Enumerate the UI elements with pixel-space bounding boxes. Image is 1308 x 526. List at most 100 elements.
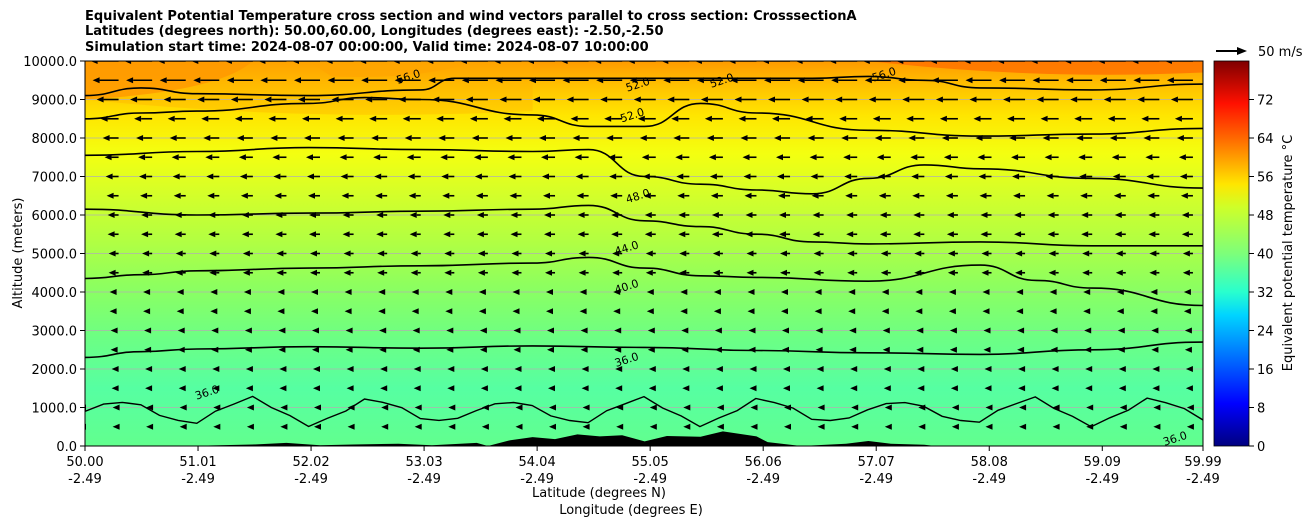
wind-vector-head bbox=[514, 366, 522, 372]
wind-vector-head bbox=[173, 192, 181, 199]
wind-vector-head bbox=[637, 115, 645, 122]
wind-vector-head bbox=[546, 308, 553, 315]
wind-vector-head bbox=[402, 115, 410, 122]
wind-vector-head bbox=[917, 385, 925, 392]
wind-vector-head bbox=[646, 289, 654, 295]
wind-vector-head bbox=[412, 346, 420, 353]
wind-vector-head bbox=[1145, 154, 1153, 161]
wind-vector-head bbox=[335, 115, 343, 122]
wind-vector-head bbox=[944, 173, 952, 180]
wind-vector-head bbox=[809, 154, 817, 161]
wind-vector-head bbox=[743, 173, 751, 180]
wind-vector-head bbox=[206, 173, 214, 180]
wind-vector-head bbox=[781, 289, 788, 295]
wind-vector-head bbox=[975, 135, 983, 141]
wind-vector-head bbox=[648, 385, 656, 392]
wind-vector-head bbox=[774, 135, 781, 141]
wind-vector-head bbox=[841, 135, 849, 141]
wind-vector-head bbox=[179, 423, 187, 430]
wind-vector-head bbox=[881, 308, 889, 315]
wind-vector-head bbox=[1079, 173, 1087, 180]
wind-vector-head bbox=[578, 269, 586, 276]
wind-vector-head bbox=[609, 173, 617, 180]
wind-vector-head bbox=[272, 154, 280, 161]
wind-vector-head bbox=[325, 61, 333, 64]
wind-vector-head bbox=[876, 154, 884, 161]
wind-vector-head bbox=[916, 327, 924, 334]
wind-vector-head bbox=[503, 115, 511, 122]
wind-vector-head bbox=[144, 346, 152, 353]
wind-vector-head bbox=[234, 115, 242, 122]
wind-vector-head bbox=[481, 423, 489, 430]
x-tick-label-2: -2.49 bbox=[68, 472, 102, 487]
wind-vector-head bbox=[340, 173, 348, 180]
wind-vector-head bbox=[359, 61, 367, 64]
wind-vector-head bbox=[343, 250, 351, 257]
wind-vector-head bbox=[1117, 327, 1125, 334]
wind-vector-head bbox=[1185, 366, 1193, 372]
wind-vector-head bbox=[1183, 289, 1191, 295]
colorbar bbox=[1213, 60, 1250, 447]
wind-vector-head bbox=[76, 308, 83, 314]
wind-vector-head bbox=[949, 327, 957, 334]
x-tick-label: 59.09 bbox=[1084, 455, 1121, 470]
wind-vector-head bbox=[783, 385, 790, 392]
wind-vector-head bbox=[671, 115, 679, 122]
wind-vector-head bbox=[312, 327, 319, 334]
colorbar-tick-label: 32 bbox=[1257, 286, 1274, 301]
wind-vector-head bbox=[108, 250, 116, 257]
wind-vector-head bbox=[667, 96, 675, 103]
wind-vector-head bbox=[512, 308, 520, 315]
wind-vector-head bbox=[74, 231, 81, 237]
wind-vector-head bbox=[797, 77, 805, 84]
wind-vector-head bbox=[914, 250, 922, 257]
wind-vector-head bbox=[212, 366, 220, 372]
wind-vector-head bbox=[1152, 366, 1160, 372]
wind-vector-head bbox=[177, 346, 185, 353]
wind-vector-head bbox=[446, 327, 454, 334]
wind-vector-head bbox=[343, 269, 351, 276]
wind-vector-head bbox=[134, 115, 142, 122]
wind-vector-head bbox=[745, 212, 753, 218]
wind-vector-head bbox=[683, 404, 691, 411]
wind-vector-head bbox=[810, 173, 818, 180]
wind-vector-head bbox=[1180, 192, 1188, 199]
wind-vector-head bbox=[191, 61, 199, 64]
wind-vector-head bbox=[816, 366, 824, 372]
wind-vector-head bbox=[981, 250, 989, 257]
wind-vector-head bbox=[648, 366, 656, 372]
wind-vector-head bbox=[883, 385, 891, 392]
wind-vector-head bbox=[1113, 192, 1121, 199]
wind-vector-head bbox=[376, 212, 384, 218]
wind-vector-head bbox=[213, 423, 221, 430]
wind-vector-head bbox=[594, 61, 602, 64]
wind-vector-head bbox=[1014, 231, 1022, 238]
wind-vector-head bbox=[537, 115, 544, 122]
wind-vector-head bbox=[481, 404, 489, 411]
x-tick-label: 55.05 bbox=[632, 455, 669, 470]
wind-vector-head bbox=[1184, 327, 1192, 334]
wind-vector-head bbox=[1074, 115, 1082, 122]
wind-vector-head bbox=[409, 231, 417, 238]
wind-vector-head bbox=[1086, 404, 1094, 411]
wind-vector-head bbox=[1051, 366, 1059, 372]
wind-vector-head bbox=[443, 212, 451, 218]
wind-vector-head bbox=[239, 173, 247, 180]
x-tick-label: 50.00 bbox=[66, 455, 103, 470]
wind-vector-head bbox=[143, 289, 151, 295]
wind-vector-head bbox=[478, 308, 486, 315]
wind-vector-head bbox=[801, 96, 809, 103]
wind-vector-head bbox=[1107, 115, 1115, 122]
wind-vector-head bbox=[848, 289, 856, 295]
wind-vector-head bbox=[941, 135, 949, 141]
wind-vector-head bbox=[776, 154, 783, 161]
wind-vector-head bbox=[1137, 96, 1145, 103]
wind-vector-head bbox=[1151, 327, 1159, 334]
x-tick-label-2: -2.49 bbox=[633, 472, 667, 487]
wind-vector-head bbox=[716, 423, 724, 430]
wind-vector-head bbox=[371, 135, 379, 141]
wind-vector-head bbox=[918, 404, 926, 411]
wind-vector-head bbox=[413, 385, 421, 392]
wind-vector-head bbox=[1147, 192, 1155, 199]
wind-vector-head bbox=[1081, 231, 1089, 238]
